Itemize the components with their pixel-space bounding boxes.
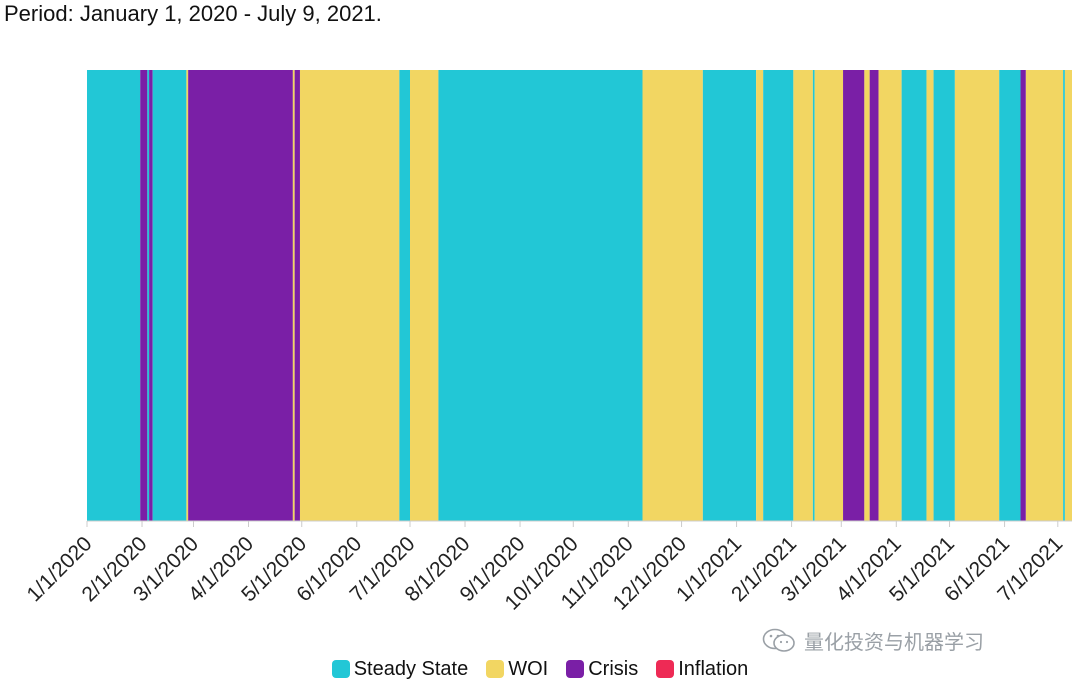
regime-segment-27 xyxy=(933,70,955,521)
regime-segment-33 xyxy=(1064,70,1072,521)
legend-item-4[interactable]: Inflation xyxy=(656,658,748,681)
regime-segment-22 xyxy=(864,70,870,521)
regime-segment-9 xyxy=(294,70,300,521)
legend-swatch xyxy=(566,660,585,678)
legend-swatch xyxy=(486,660,505,678)
regime-segment-31 xyxy=(1025,70,1064,521)
regime-segment-16 xyxy=(756,70,764,521)
legend: Steady State WOI Crisis Inflation xyxy=(0,655,1080,683)
regime-segment-23 xyxy=(869,70,879,521)
regime-segment-32 xyxy=(1063,70,1065,521)
regime-segment-11 xyxy=(399,70,411,521)
regime-segment-21 xyxy=(843,70,865,521)
legend-label: WOI xyxy=(508,657,549,680)
regime-segment-3 xyxy=(147,70,150,521)
regime-segment-6 xyxy=(186,70,189,521)
regime-segment-17 xyxy=(763,70,794,521)
regime-segment-13 xyxy=(438,70,643,521)
regime-segment-28 xyxy=(954,70,1000,521)
legend-swatch xyxy=(656,660,675,678)
regime-segment-2 xyxy=(140,70,148,521)
regime-segment-26 xyxy=(926,70,934,521)
regime-segment-14 xyxy=(642,70,703,521)
regime-segment-1 xyxy=(87,70,141,521)
regime-segment-20 xyxy=(814,70,844,521)
legend-item-1[interactable]: Steady State xyxy=(331,657,469,681)
regime-segment-15 xyxy=(702,70,757,521)
regime-segment-4 xyxy=(149,70,153,521)
period-caption: Period: January 1, 2020 - July 9, 2021. xyxy=(4,1,382,26)
regime-segment-29 xyxy=(999,70,1021,521)
legend-swatch xyxy=(331,660,350,678)
wechat-icon xyxy=(762,628,796,654)
regime-segment-7 xyxy=(188,70,293,521)
legend-item-3[interactable]: Crisis xyxy=(566,658,638,681)
regime-segment-10 xyxy=(299,70,400,521)
regime-segment-12 xyxy=(410,70,439,521)
regime-bars xyxy=(87,70,1072,521)
regime-segment-25 xyxy=(901,70,927,521)
legend-label: Crisis xyxy=(588,657,639,680)
regime-segment-19 xyxy=(812,70,815,521)
regime-segment-5 xyxy=(152,70,187,521)
legend-label: Inflation xyxy=(678,657,749,680)
x-axis-ticks: 1/1/20202/1/20203/1/20204/1/20205/1/2020… xyxy=(22,521,1067,615)
regime-segment-8 xyxy=(292,70,295,521)
regime-segment-30 xyxy=(1020,70,1026,521)
watermark-text: 量化投资与机器学习 xyxy=(804,632,984,654)
watermark: 量化投资与机器学习 xyxy=(762,626,984,655)
legend-item-2[interactable]: WOI xyxy=(486,658,548,681)
legend-label: Steady State xyxy=(353,657,469,680)
regime-segment-24 xyxy=(878,70,902,521)
regime-segment-18 xyxy=(793,70,813,521)
